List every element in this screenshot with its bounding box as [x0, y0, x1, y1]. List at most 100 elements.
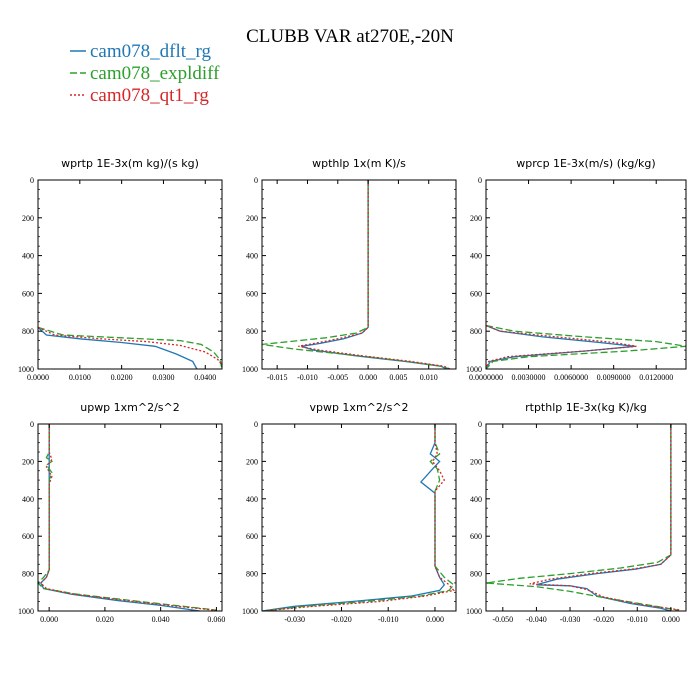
- series-line: [485, 324, 687, 370]
- y-tick-label: 400: [246, 495, 258, 504]
- chart-panel: upwp 1xm^2/s^2 0 200 400 600 800 1000 0.000 0.02…: [18, 401, 225, 624]
- panel-title: upwp 1xm^2/s^2: [80, 401, 180, 414]
- x-tick-label: 0.0000000: [469, 373, 503, 382]
- y-tick-label: 1000: [466, 607, 482, 616]
- y-tick-label: 200: [246, 214, 258, 223]
- panel-title: vpwp 1xm^2/s^2: [309, 401, 408, 414]
- y-tick-label: 0: [30, 420, 34, 429]
- chart-panel: wprtp 1E-3x(m kg)/(s kg) 0 200 400 600 800 100…: [18, 157, 223, 382]
- x-tick-label: -0.020: [593, 615, 614, 624]
- y-tick-label: 200: [470, 214, 482, 223]
- chart-panel: rtpthlp 1E-3x(kg K)/kg 0 200 400 600 800 1000 -…: [466, 401, 687, 624]
- panel-title: wpthlp 1x(m K)/s: [312, 157, 406, 170]
- y-tick-label: 0: [254, 176, 258, 185]
- y-tick-label: 600: [22, 289, 34, 298]
- y-tick-label: 1000: [242, 365, 258, 374]
- series-line: [266, 424, 455, 612]
- y-tick-label: 800: [22, 327, 34, 336]
- x-tick-label: 0.005: [389, 373, 407, 382]
- x-tick-label: 0.060: [207, 615, 225, 624]
- plot-frame: [261, 179, 457, 370]
- y-tick-label: 600: [470, 532, 482, 541]
- panel-title: wprtp 1E-3x(m kg)/(s kg): [61, 157, 199, 170]
- x-tick-label: 0.010: [420, 373, 438, 382]
- panel-title: rtpthlp 1E-3x(kg K)/kg: [525, 401, 647, 414]
- series-line: [536, 424, 672, 612]
- y-tick-label: 400: [470, 495, 482, 504]
- series-line: [37, 326, 223, 366]
- panels: wprtp 1E-3x(m kg)/(s kg) 0 200 400 600 800 100…: [18, 157, 687, 624]
- y-tick-label: 0: [478, 176, 482, 185]
- x-tick-label: 0.000: [40, 615, 58, 624]
- series-line: [40, 424, 200, 612]
- x-tick-label: -0.010: [297, 373, 318, 382]
- x-tick-label: -0.010: [627, 615, 648, 624]
- series-line: [301, 180, 448, 370]
- x-tick-label: 0.0060000: [554, 373, 588, 382]
- panel-title: wprcp 1E-3x(m/s) (kg/kg): [516, 157, 655, 170]
- y-tick-label: 600: [22, 532, 34, 541]
- plot-frame: [37, 423, 223, 612]
- y-tick-label: 800: [470, 570, 482, 579]
- x-tick-label: 0.0400: [194, 373, 216, 382]
- y-tick-label: 800: [22, 570, 34, 579]
- y-tick-label: 200: [246, 457, 258, 466]
- figure-title: CLUBB VAR at270E,-20N: [246, 26, 454, 47]
- chart-panel: vpwp 1xm^2/s^2 0 200 400 600 800 1000 -0.030 -0.…: [242, 401, 457, 624]
- legend-label: cam078_dflt_rg: [90, 41, 212, 62]
- series-line: [39, 424, 220, 612]
- series-line: [261, 424, 446, 612]
- y-tick-label: 1000: [18, 607, 34, 616]
- chart-panel: wpthlp 1x(m K)/s02004006008001000-0.015-…: [242, 157, 457, 382]
- y-tick-label: 600: [246, 532, 258, 541]
- x-tick-label: 0.000: [662, 615, 680, 624]
- x-tick-label: 0.0200: [111, 373, 133, 382]
- chart-panel: wprcp 1E-3x(m/s) (kg/kg) 0 200 400 600 800 100…: [466, 157, 687, 382]
- y-tick-label: 800: [246, 327, 258, 336]
- y-tick-label: 1000: [466, 365, 482, 374]
- x-tick-label: -0.030: [284, 615, 305, 624]
- y-tick-label: 0: [478, 420, 482, 429]
- y-tick-label: 200: [22, 214, 34, 223]
- series-line: [37, 326, 198, 370]
- plot-frame: [261, 423, 457, 612]
- x-tick-label: 0.0100: [69, 373, 91, 382]
- series-line: [37, 326, 223, 370]
- legend: cam078_dflt_rgcam078_expldiffcam078_qt1_…: [70, 41, 220, 106]
- x-tick-label: -0.050: [492, 615, 513, 624]
- x-tick-label: 0.020: [96, 615, 114, 624]
- series-line: [266, 424, 455, 612]
- y-tick-label: 800: [470, 327, 482, 336]
- x-tick-label: 0.0300: [152, 373, 174, 382]
- y-tick-label: 200: [470, 457, 482, 466]
- y-tick-label: 200: [22, 457, 34, 466]
- y-tick-label: 400: [246, 252, 258, 261]
- series-line: [485, 324, 635, 370]
- y-tick-label: 1000: [242, 607, 258, 616]
- y-tick-label: 600: [470, 289, 482, 298]
- y-tick-label: 800: [246, 570, 258, 579]
- y-tick-label: 400: [470, 252, 482, 261]
- y-tick-label: 400: [22, 495, 34, 504]
- series-line: [37, 424, 217, 611]
- y-tick-label: 600: [246, 289, 258, 298]
- series-line: [529, 424, 682, 611]
- x-tick-label: 0.0090000: [597, 373, 631, 382]
- x-tick-label: 0.0030000: [512, 373, 546, 382]
- y-tick-label: 0: [30, 176, 34, 185]
- legend-label: cam078_expldiff: [90, 63, 220, 84]
- x-tick-label: -0.040: [526, 615, 547, 624]
- x-tick-label: -0.005: [327, 373, 348, 382]
- x-tick-label: 0.0120000: [639, 373, 673, 382]
- plot-frame: [485, 423, 687, 612]
- x-tick-label: -0.030: [560, 615, 581, 624]
- y-tick-label: 400: [22, 252, 34, 261]
- series-line: [485, 324, 637, 370]
- x-tick-label: 0.0000: [27, 373, 49, 382]
- legend-label: cam078_qt1_rg: [90, 85, 209, 106]
- y-tick-label: 1000: [18, 365, 34, 374]
- x-tick-label: 0.040: [152, 615, 170, 624]
- series-line: [261, 180, 451, 370]
- x-tick-label: -0.015: [267, 373, 288, 382]
